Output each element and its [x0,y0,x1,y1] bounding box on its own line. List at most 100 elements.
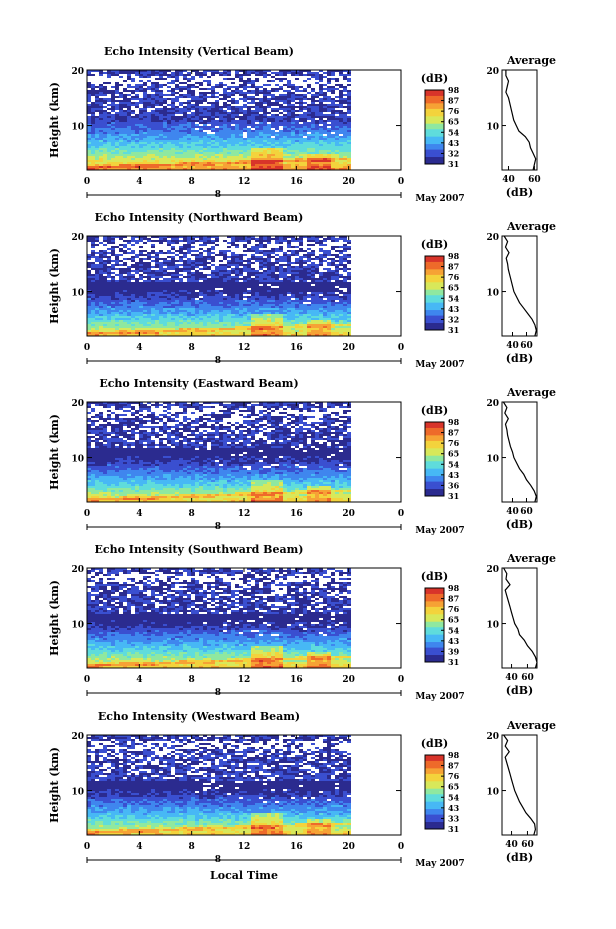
colorbar-tick-label: 54 [448,459,460,469]
colorbar-tick-label: 31 [448,159,459,169]
profile-x-tick-label: 60 [521,840,534,850]
y-axis-label: Height (km) [48,747,61,823]
heatmap-field [87,236,351,336]
colorbar-tick-label: 87 [448,96,459,106]
x-tick-label: 16 [290,509,303,519]
panel-title: Echo Intensity (Westward Beam) [98,710,300,723]
date-label: May 2007 [415,194,464,204]
y-tick-label: 20 [71,565,84,575]
colorbar-tick-label: 65 [448,615,459,625]
profile-x-tick-label: 60 [528,175,541,185]
colorbar-tick-label: 98 [448,750,460,760]
panel-4: Echo Intensity (Westward Beam) 0 4 8 12 16 20 0… [48,710,556,869]
x-tick-label: 0 [398,177,404,187]
x-tick-label: 0 [398,675,404,685]
x-tick-label: 20 [342,177,355,187]
colorbar-tick-label: 43 [448,304,460,314]
colorbar-tick-label: 65 [448,117,459,127]
profile-x-tick-label: 40 [506,507,519,517]
colorbar-tick-label: 65 [448,449,459,459]
date-label: May 2007 [415,692,464,702]
x-tick-label: 8 [189,509,195,519]
x-tick-label: 0 [84,842,90,852]
profile-y-tick-label: 20 [486,732,499,742]
profile-x-label: (dB) [506,851,533,864]
x-tick-label: 4 [136,675,142,685]
x-tick-label: 16 [290,842,303,852]
day-label: 8 [215,522,221,532]
panel-title: Echo Intensity (Eastward Beam) [99,377,298,390]
colorbar-unit: (dB) [421,238,448,251]
profile-x-tick-label: 40 [502,175,515,185]
profile-y-tick-label: 20 [486,233,499,243]
colorbar-tick-label: 65 [448,283,459,293]
profile-line [504,735,536,835]
x-tick-label: 12 [238,842,251,852]
colorbar-tick-label: 43 [448,470,460,480]
x-tick-label: 12 [238,177,251,187]
profile-y-tick-label: 10 [486,455,499,465]
colorbar-tick-label: 87 [448,594,459,604]
y-axis-label: Height (km) [48,580,61,656]
x-tick-label: 0 [398,842,404,852]
profile-x-label: (dB) [506,352,533,365]
y-axis-label: Height (km) [48,248,61,324]
date-label: May 2007 [415,526,464,536]
y-tick-label: 20 [71,732,84,742]
colorbar-tick-label: 76 [448,272,460,282]
panel-1: Echo Intensity (Northward Beam)0 4 8 12 16 20… [48,211,556,370]
x-tick-label: 12 [238,675,251,685]
profile-line [506,70,536,170]
profile-x-tick-label: 60 [520,507,533,517]
x-tick-label: 12 [238,509,251,519]
profile-line [503,402,536,502]
profile-title: Average [506,220,556,233]
x-tick-label: 8 [189,675,195,685]
profile-x-label: (dB) [506,186,533,199]
colorbar-tick-label: 98 [448,85,460,95]
profile-y-tick-label: 10 [486,788,499,798]
profile-title: Average [506,552,556,565]
profile-title: Average [506,719,556,732]
profile-y-tick-label: 10 [486,123,499,133]
colorbar-tick-label: 31 [448,824,459,834]
day-label: 8 [215,688,221,698]
colorbar-tick-label: 31 [448,657,459,667]
y-tick-label: 20 [71,233,84,243]
date-label: May 2007 [415,360,464,370]
y-tick-label: 10 [71,621,84,631]
x-tick-label: 8 [189,343,195,353]
day-label: 8 [215,855,221,865]
x-tick-label: 0 [84,343,90,353]
colorbar-tick-label: 98 [448,417,460,427]
colorbar-tick-label: 31 [448,325,459,335]
y-tick-label: 10 [71,788,84,798]
x-tick-label: 8 [189,177,195,187]
profile-line [504,236,536,336]
day-label: 8 [215,190,221,200]
figure: Echo Intensity (Vertical Beam) 0 4 8 12 16 20 0… [0,0,616,929]
panel-title: Echo Intensity (Northward Beam) [95,211,304,224]
x-tick-label: 4 [136,842,142,852]
profile-x-tick-label: 40 [506,341,519,351]
colorbar-tick-label: 39 [448,646,460,656]
y-tick-label: 10 [71,455,84,465]
colorbar-tick-label: 76 [448,604,460,614]
x-tick-label: 4 [136,177,142,187]
colorbar-unit: (dB) [421,737,448,750]
y-tick-label: 20 [71,399,84,409]
colorbar-tick-label: 87 [448,262,459,272]
colorbar-tick-label: 32 [448,148,459,158]
profile-line [504,568,537,668]
profile-y-tick-label: 10 [486,289,499,299]
colorbar-unit: (dB) [421,404,448,417]
heatmap-field [87,568,351,668]
y-axis-label: Height (km) [48,414,61,490]
x-tick-label: 8 [189,842,195,852]
y-tick-label: 20 [71,67,84,77]
colorbar-tick-label: 98 [448,251,460,261]
x-tick-label: 0 [84,177,90,187]
colorbar-tick-label: 54 [448,792,460,802]
panel-title: Echo Intensity (Vertical Beam) [104,45,294,58]
colorbar-tick-label: 36 [448,480,460,490]
